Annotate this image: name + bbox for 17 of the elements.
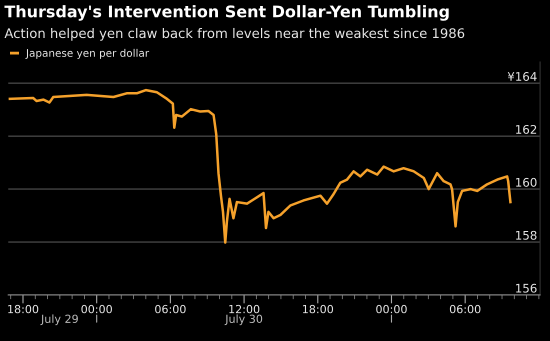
text: July 30 — [224, 314, 262, 326]
x-tick-label: 00:00 — [376, 304, 407, 314]
x-tick-label: 06:00 — [155, 304, 186, 314]
legend-label: Japanese yen per dollar — [25, 48, 150, 59]
x-tick-label: 18:00 — [8, 304, 38, 314]
x-tick-label: 18:00 — [302, 304, 334, 314]
y-tick-label: 158 — [516, 230, 537, 240]
x-tick-label: 12:00 — [229, 304, 260, 314]
chart-subtitle: Action helped yen claw back from levels near the weakest since 1986 — [4, 28, 464, 41]
y-tick-label: 156 — [516, 284, 537, 293]
y-tick-label: 160 — [516, 178, 537, 187]
y-tick-label: ¥164 — [508, 72, 537, 81]
y-tick-label: 162 — [516, 124, 536, 134]
x-tick-label: 00:00 — [81, 304, 112, 314]
x-tick-label: 06:00 — [450, 304, 480, 314]
chart-title: Thursday's Intervention Sent Dollar-Yen Tumbling — [4, 5, 449, 21]
text: July 29 — [40, 314, 78, 326]
